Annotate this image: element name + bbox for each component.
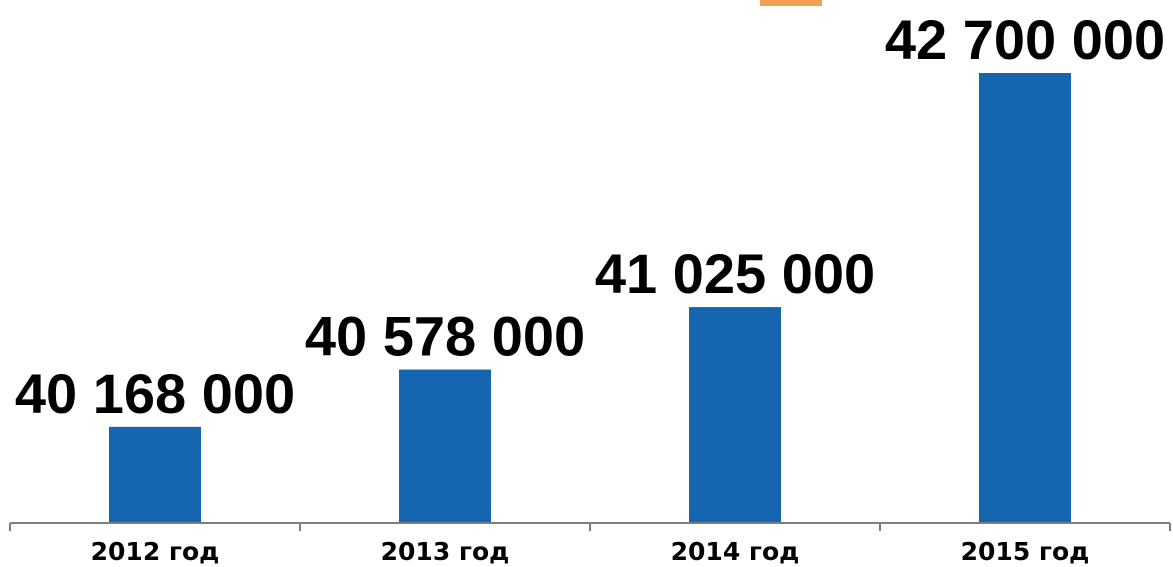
bars-group	[109, 73, 1071, 523]
data-label-4: 42 700 000	[885, 8, 1165, 71]
x-tick-label-3: 2014 год	[671, 537, 800, 566]
bar-1	[109, 426, 201, 523]
x-axis-labels-group: 2012 год 2013 год 2014 год 2015 год	[91, 537, 1090, 566]
x-axis-ticks-group	[9, 523, 1171, 531]
x-tick-label-1: 2012 год	[91, 537, 220, 566]
x-tick-label-2: 2013 год	[381, 537, 510, 566]
data-label-3: 41 025 000	[595, 242, 875, 305]
bar-3	[689, 307, 781, 523]
bar-2	[399, 369, 491, 523]
data-label-2: 40 578 000	[305, 305, 585, 368]
decorative-orange-mark	[760, 0, 822, 6]
x-tick-label-4: 2015 год	[961, 537, 1090, 566]
bar-4	[979, 73, 1071, 523]
data-label-1: 40 168 000	[15, 362, 295, 425]
